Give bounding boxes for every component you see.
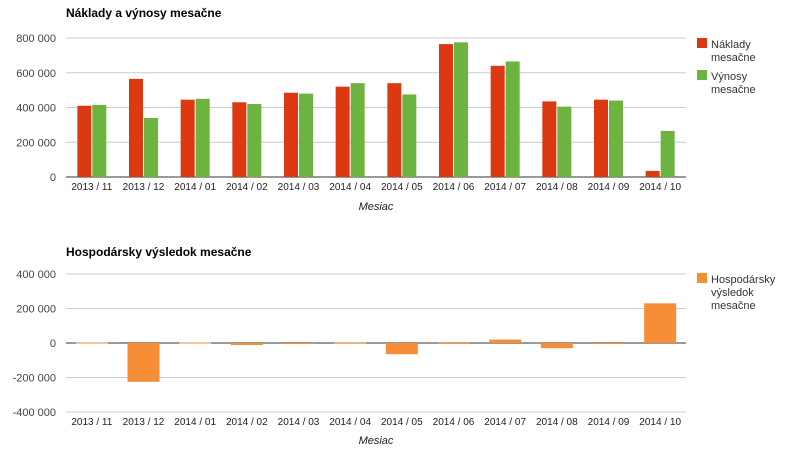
y-tick-label: 800 000	[16, 33, 56, 45]
bar	[387, 83, 402, 177]
x-tick-label: 2013 / 11	[71, 182, 112, 193]
x-tick-label: 2013 / 12	[123, 182, 165, 193]
bar	[92, 104, 107, 177]
bar	[282, 343, 315, 345]
x-tick-label: 2014 / 09	[588, 182, 630, 193]
x-tick-label: 2014 / 10	[639, 417, 681, 428]
x-tick-label: 2014 / 04	[329, 182, 371, 193]
x-tick-label: 2014 / 03	[278, 182, 320, 193]
legend-label: Hospodársky	[711, 274, 776, 286]
x-tick-label: 2014 / 10	[639, 182, 681, 193]
x-tick-label: 2014 / 09	[588, 417, 630, 428]
legend-label: mesačne	[711, 84, 756, 96]
legend-label: mesačne	[711, 300, 756, 312]
legend-label: Výnosy	[711, 71, 748, 83]
chart-title: Náklady a výnosy mesačne	[66, 6, 222, 20]
x-tick-label: 2014 / 02	[226, 182, 268, 193]
bar	[144, 117, 158, 177]
bar	[284, 92, 298, 177]
legend-label: Náklady	[711, 39, 751, 51]
bar	[350, 83, 365, 177]
x-tick-label: 2014 / 08	[536, 417, 578, 428]
bar	[437, 342, 470, 344]
bar	[454, 42, 468, 177]
bar	[195, 98, 210, 177]
bar	[489, 339, 522, 343]
bar	[179, 342, 212, 344]
bar	[299, 93, 313, 177]
x-tick-label: 2014 / 02	[226, 417, 268, 428]
x-tick-label: 2014 / 08	[536, 182, 578, 193]
legend-swatch	[697, 70, 707, 80]
x-axis-label: Mesiac	[359, 435, 394, 447]
bar	[230, 343, 263, 346]
y-tick-label: 200 000	[16, 304, 56, 316]
legend-label: mesačne	[711, 52, 756, 64]
bar	[127, 343, 160, 382]
bar	[505, 61, 520, 177]
x-tick-label: 2014 / 07	[484, 417, 526, 428]
bar	[540, 343, 573, 349]
y-tick-label: 400 000	[16, 103, 56, 115]
x-tick-label: 2014 / 05	[381, 417, 423, 428]
y-tick-label: -400 000	[13, 407, 56, 419]
x-tick-label: 2014 / 06	[433, 417, 475, 428]
y-tick-label: 0	[50, 338, 56, 350]
bar	[542, 101, 557, 177]
bar	[77, 105, 92, 177]
bar	[490, 65, 505, 177]
y-tick-label: 0	[50, 172, 56, 184]
x-axis-label: Mesiac	[359, 201, 394, 213]
x-tick-label: 2014 / 04	[329, 417, 371, 428]
y-tick-label: -200 000	[13, 373, 56, 385]
bar	[660, 130, 675, 177]
y-tick-label: 600 000	[16, 68, 56, 80]
bar	[180, 99, 195, 177]
bar	[439, 44, 453, 177]
x-tick-label: 2014 / 03	[278, 417, 320, 428]
y-tick-label: 200 000	[16, 137, 56, 149]
bar	[594, 99, 608, 177]
chart-title: Hospodársky výsledok mesačne	[66, 245, 252, 259]
bar	[592, 343, 625, 344]
x-tick-label: 2014 / 06	[433, 182, 475, 193]
bar	[129, 78, 143, 177]
bar	[557, 106, 572, 177]
x-tick-label: 2013 / 12	[123, 417, 165, 428]
legend-swatch	[697, 273, 707, 283]
x-tick-label: 2013 / 11	[71, 417, 112, 428]
legend-label: výsledok	[711, 287, 754, 299]
bar	[402, 94, 417, 177]
bar	[247, 104, 262, 177]
x-tick-label: 2014 / 01	[174, 417, 216, 428]
x-tick-label: 2014 / 05	[381, 182, 423, 193]
bar	[385, 343, 418, 355]
bar	[644, 303, 677, 343]
bar	[609, 100, 623, 177]
bar	[75, 342, 108, 344]
legend-swatch	[697, 38, 707, 48]
y-tick-label: 400 000	[16, 269, 56, 281]
x-tick-label: 2014 / 07	[484, 182, 526, 193]
bar	[335, 86, 350, 177]
bar	[334, 342, 367, 344]
x-tick-label: 2014 / 01	[174, 182, 216, 193]
bar	[232, 102, 247, 177]
bar	[645, 170, 660, 177]
